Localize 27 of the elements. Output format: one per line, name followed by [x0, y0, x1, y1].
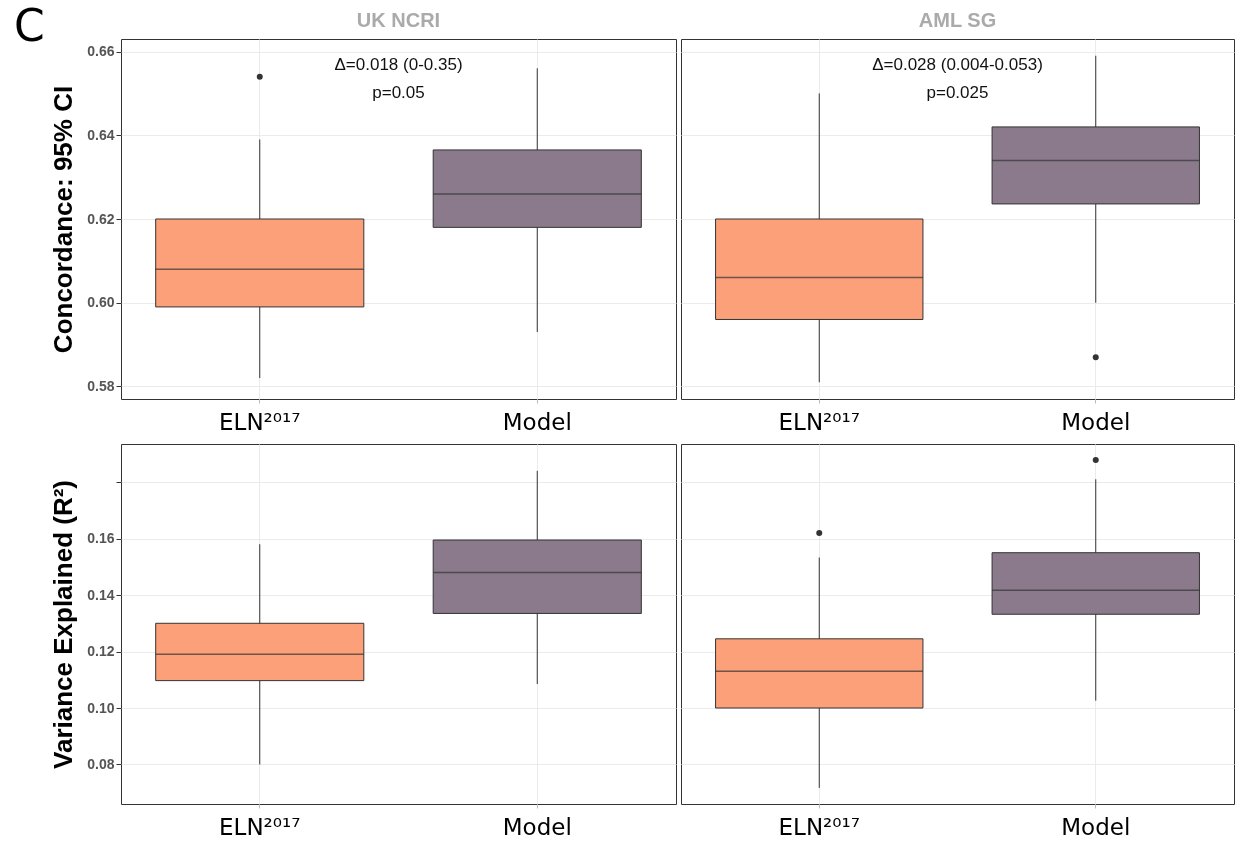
y-tick-label: 0.16	[87, 530, 115, 547]
x-tick-label: Model	[1061, 408, 1131, 435]
y-tick-label: 0.14	[87, 586, 115, 603]
x-tick-label: ELN²⁰¹⁷	[778, 408, 860, 435]
chart-title: AML SG	[918, 9, 997, 31]
y-axis-title: Variance Explained (R²)	[48, 480, 79, 769]
x-tick-label: ELN²⁰¹⁷	[219, 813, 301, 840]
y-tick-label: 0.66	[87, 43, 115, 60]
x-tick-label: ELN²⁰¹⁷	[778, 813, 860, 840]
x-tick-label: Model	[502, 408, 572, 435]
text: C	[14, 0, 45, 51]
y-tick-label: 0.58	[87, 377, 115, 394]
y-axis-title: Concordance: 95% CI	[48, 85, 79, 354]
y-tick-label: 0.62	[87, 210, 115, 227]
x-tick-label: Model	[1061, 813, 1131, 840]
chart-title: UK NCRI	[356, 9, 441, 31]
annotation: Δ=0.028 (0.004-0.053)	[872, 55, 1043, 74]
y-tick-label: 0.08	[87, 755, 115, 772]
x-tick-label: ELN²⁰¹⁷	[219, 408, 301, 435]
y-tick-label: 0.12	[87, 643, 115, 660]
y-tick-label: 0.10	[87, 699, 115, 716]
annotation: Δ=0.018 (0-0.35)	[334, 55, 463, 74]
x-tick-label: Model	[502, 813, 572, 840]
annotation: p=0.05	[372, 83, 425, 102]
y-tick-label: 0.64	[87, 126, 115, 143]
y-tick-label: 0.60	[87, 294, 115, 311]
annotation: p=0.025	[926, 83, 989, 102]
